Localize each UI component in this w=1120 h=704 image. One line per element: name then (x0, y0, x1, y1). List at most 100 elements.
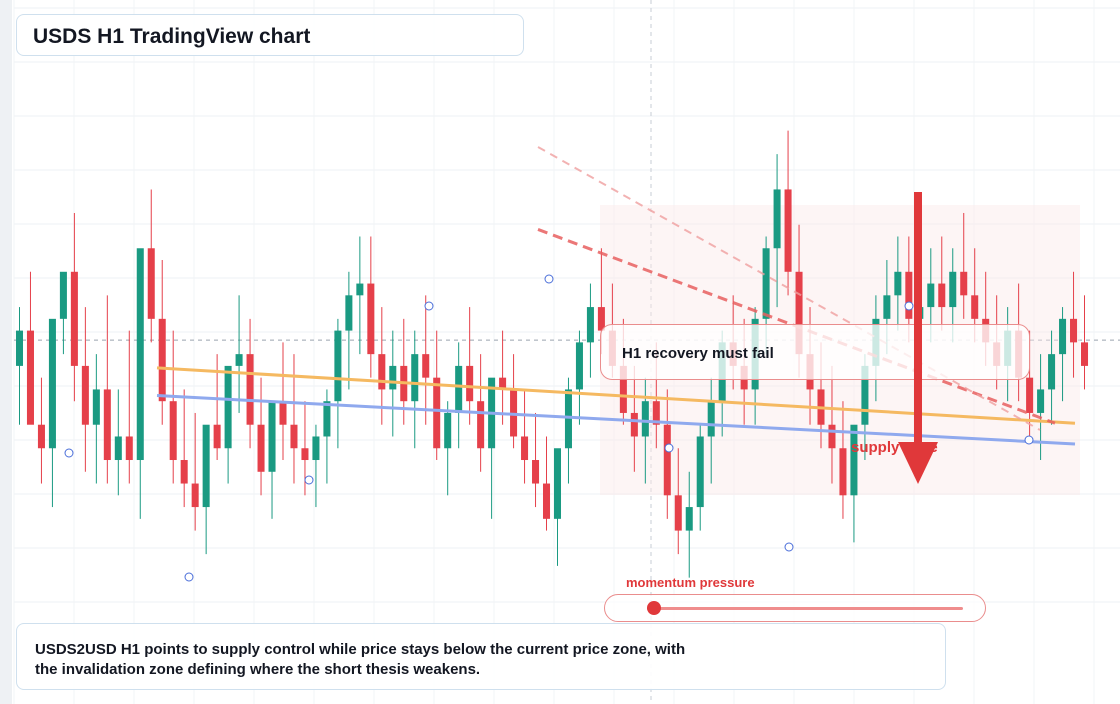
candle-body (1059, 318, 1067, 355)
candle-body (70, 271, 78, 366)
candle-body (48, 318, 56, 449)
candle-body (323, 401, 331, 437)
candle-body (169, 401, 177, 461)
candle-body (586, 307, 594, 343)
candle-body (345, 295, 353, 331)
swing-point-marker (904, 301, 914, 311)
candle-body (180, 460, 188, 484)
candle-body (466, 365, 474, 402)
candle-body (575, 342, 583, 390)
swing-point-marker (304, 475, 314, 485)
candle-body (136, 248, 144, 461)
candle-body (268, 401, 276, 472)
candle-body (290, 424, 298, 449)
candle-body (191, 483, 199, 508)
candle-body (564, 389, 572, 449)
candle-body (499, 377, 507, 390)
candle-body (1037, 389, 1045, 413)
candle-body (26, 330, 34, 425)
candle-body (114, 436, 122, 461)
candle-body (521, 436, 529, 461)
candle-body (685, 507, 693, 531)
candle-body (861, 365, 869, 425)
candle-body (15, 330, 24, 366)
candle-body (257, 424, 265, 472)
swing-point-marker (664, 443, 674, 453)
candle-body (389, 365, 397, 390)
swing-point-marker (424, 301, 434, 311)
candle-body (927, 283, 935, 308)
trendline-red-dashed-faint (537, 146, 1041, 431)
candle-body (641, 401, 649, 437)
candle-body (433, 377, 441, 449)
candle-body (960, 271, 968, 296)
candle-body (103, 389, 111, 461)
candle-body (652, 401, 660, 425)
candle-body (1026, 377, 1034, 413)
swing-point-marker (64, 448, 74, 458)
chart-title: USDS H1 TradingView chart (33, 25, 311, 48)
candle-body (949, 271, 957, 308)
candle-body (444, 412, 452, 449)
candle-body (553, 448, 562, 519)
summary-card: USDS2USD H1 points to supply control whi… (16, 623, 946, 690)
candle-body (356, 283, 364, 296)
candle-body (1080, 342, 1089, 366)
marker-layer (64, 274, 1034, 582)
candle-body (92, 389, 100, 425)
swing-point-marker (1024, 435, 1034, 445)
candle-body (597, 307, 605, 331)
candle-body (334, 330, 342, 402)
candle-body (894, 271, 902, 296)
candle-body (1070, 318, 1078, 343)
candle-body (696, 436, 704, 508)
candle-body (422, 354, 430, 378)
swing-point-marker (544, 274, 554, 284)
candle-body (773, 189, 781, 249)
candle-body (784, 189, 792, 272)
candle-body (378, 354, 386, 390)
candle-body (938, 283, 946, 308)
swing-point-marker (784, 542, 794, 552)
summary-text: USDS2USD H1 points to supply control whi… (35, 640, 735, 680)
callout-text: H1 recovery must fail (622, 345, 774, 362)
recovery-callout: H1 recovery must fail (600, 324, 1030, 380)
candle-body (37, 424, 45, 449)
candle-body (312, 436, 320, 461)
candle-body (707, 401, 715, 437)
price-scale-strip (0, 0, 12, 704)
candle-body (1048, 354, 1056, 390)
candle-body (202, 424, 210, 508)
candle-body (883, 295, 891, 319)
swing-point-marker (184, 572, 194, 582)
momentum-label: momentum pressure (626, 575, 755, 590)
candle-body (532, 460, 540, 484)
candle-body (619, 365, 627, 413)
title-card: USDS H1 TradingView chart (16, 14, 524, 56)
candle-body (674, 495, 682, 531)
candle-body (850, 424, 858, 496)
candle-body (235, 354, 243, 366)
candle-body (630, 412, 638, 437)
candle-body (279, 401, 287, 425)
momentum-track (647, 607, 963, 610)
momentum-knob[interactable] (646, 601, 661, 615)
candle-body (213, 424, 221, 449)
candle-body (147, 248, 155, 319)
candle-body (411, 354, 419, 402)
candle-body (839, 448, 847, 496)
candle-body (542, 483, 551, 519)
candle-body (455, 365, 463, 413)
candle-body (663, 424, 671, 496)
candle-body (795, 271, 803, 355)
candle-body (762, 248, 770, 319)
candle-body (125, 436, 133, 461)
momentum-slider[interactable] (604, 594, 986, 622)
candle-body (477, 401, 485, 449)
candle-body (224, 365, 232, 449)
candle-body (367, 283, 375, 355)
candle-body (971, 295, 979, 319)
candle-body (158, 318, 166, 402)
candle-body (905, 271, 913, 319)
